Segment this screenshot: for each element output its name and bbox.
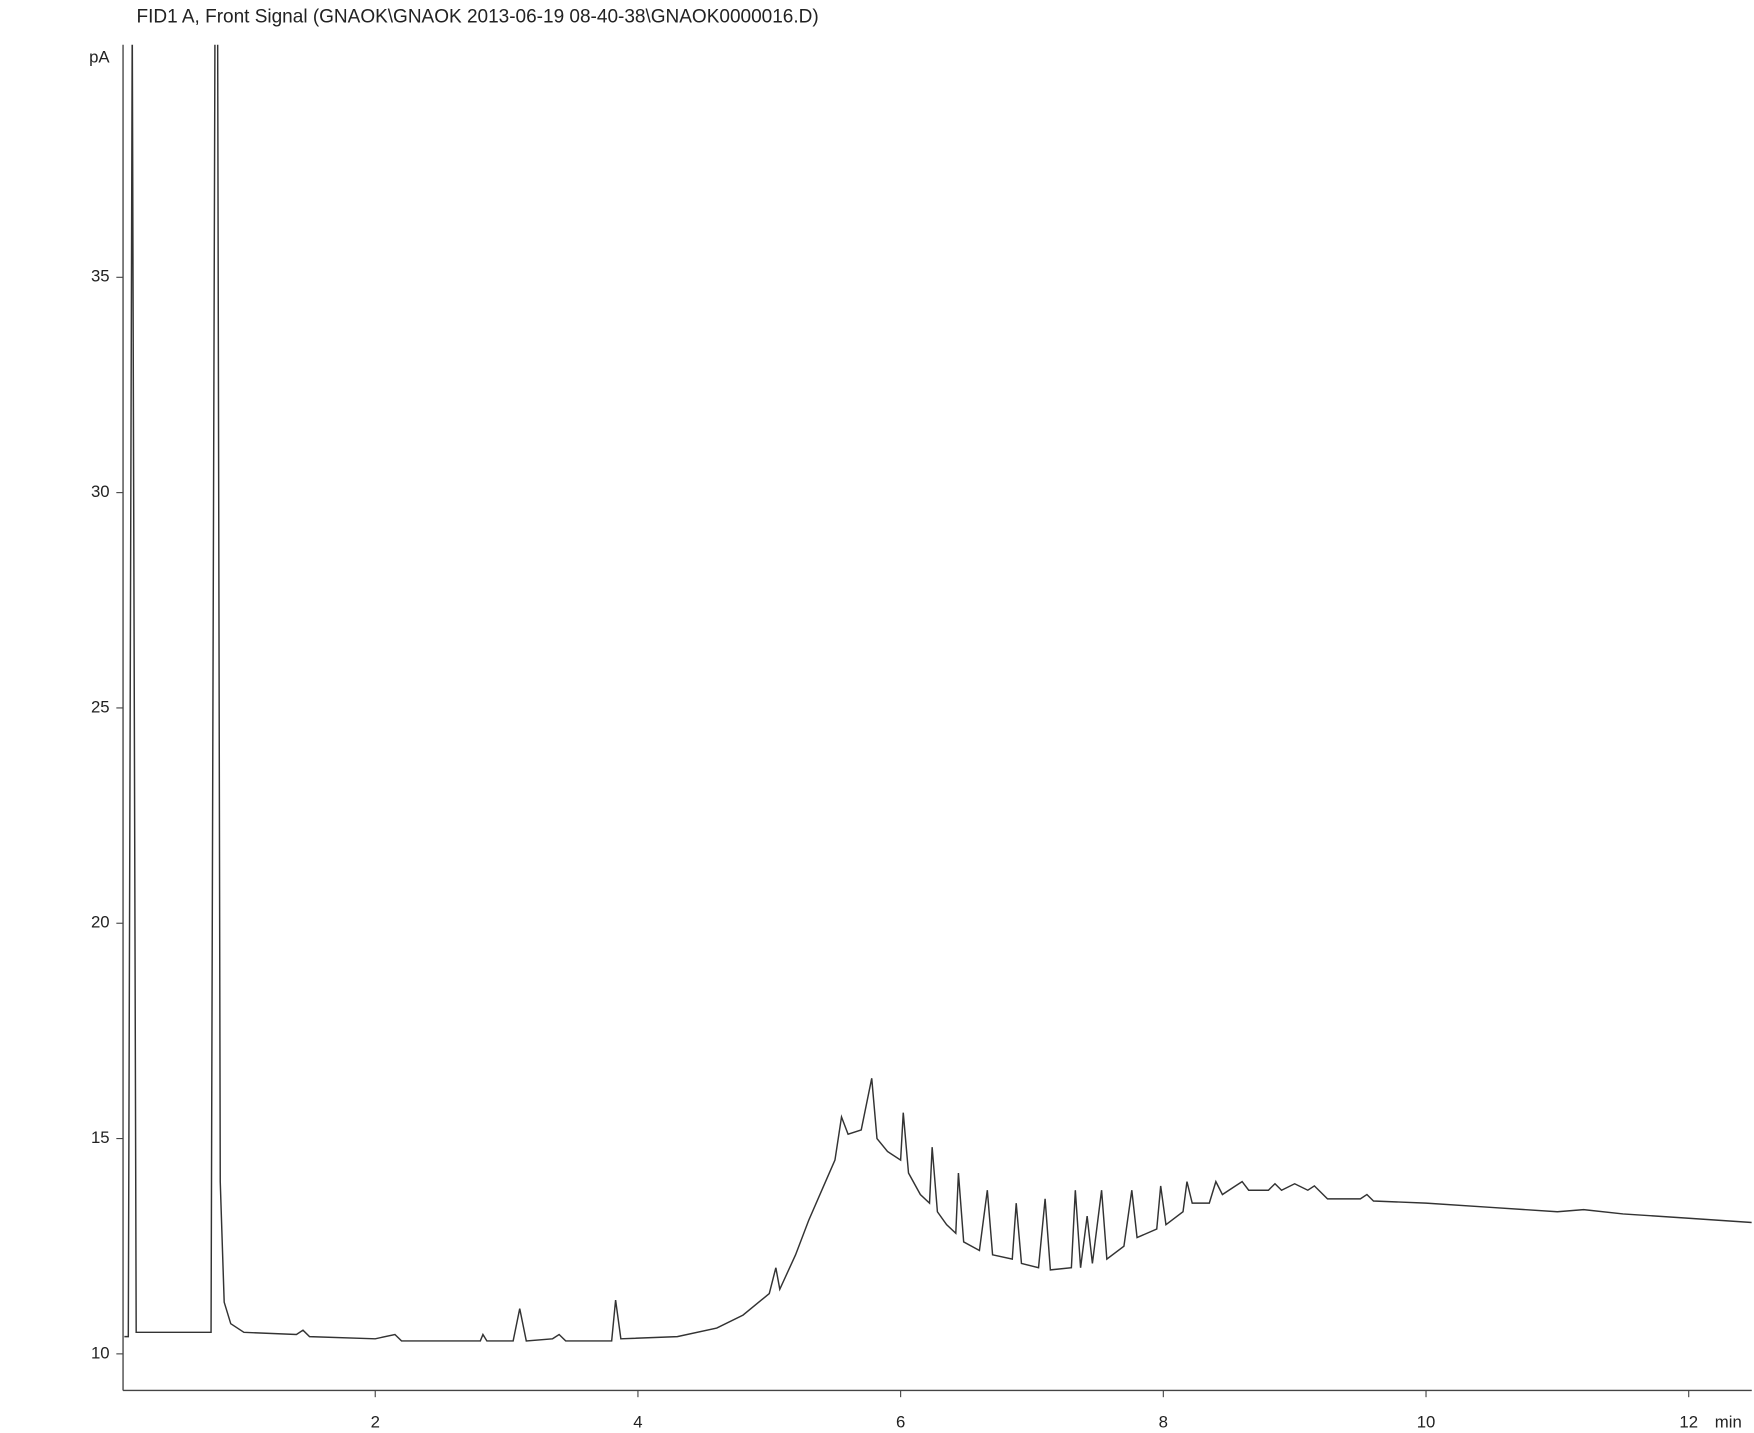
y-tick-label: 35 bbox=[91, 267, 110, 286]
chart-title: FID1 A, Front Signal (GNAOK\GNAOK 2013-0… bbox=[136, 6, 818, 27]
y-tick-label: 25 bbox=[91, 697, 110, 716]
x-tick-label: 4 bbox=[633, 1412, 642, 1431]
y-tick-label: 10 bbox=[91, 1343, 110, 1362]
x-tick-label: 6 bbox=[896, 1412, 905, 1431]
x-tick-label: 10 bbox=[1417, 1412, 1436, 1431]
y-tick-label: 20 bbox=[91, 913, 110, 932]
y-tick-label: 15 bbox=[91, 1128, 110, 1147]
x-tick-label: 8 bbox=[1159, 1412, 1168, 1431]
y-axis-label: pA bbox=[89, 48, 110, 67]
x-tick-label: 2 bbox=[371, 1412, 380, 1431]
x-axis-label: min bbox=[1715, 1412, 1742, 1431]
signal-line bbox=[124, 44, 1752, 1342]
y-tick-label: 30 bbox=[91, 482, 110, 501]
x-tick-label: 12 bbox=[1679, 1412, 1698, 1431]
